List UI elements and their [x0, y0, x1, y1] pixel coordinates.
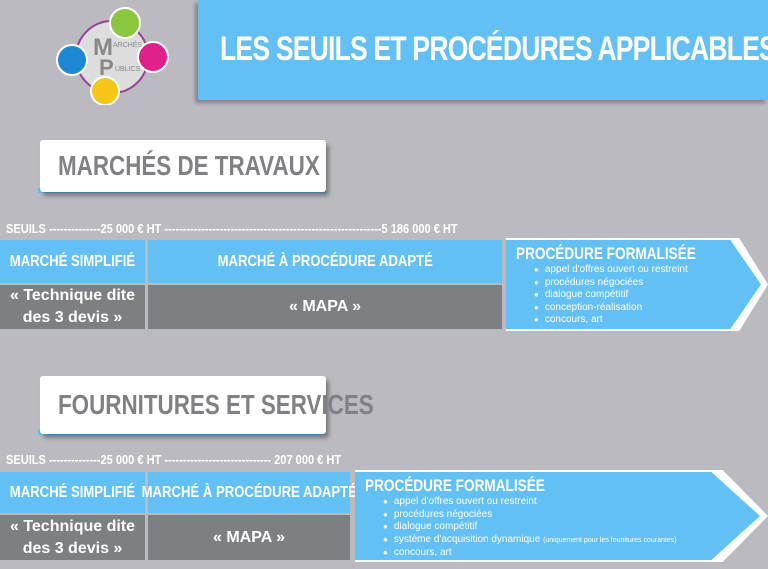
- list-item: concours, art: [383, 547, 677, 560]
- svg-text:P: P: [99, 55, 114, 80]
- formal-list: appel d'offres ouvert ou restreint procé…: [383, 496, 677, 560]
- header-banner: LES SEUILS ET PROCÉDURES APPLICABLES: [198, 0, 768, 100]
- col-simplifie-body: « Technique dite des 3 devis »: [0, 515, 145, 560]
- procedure-formalisee-arrow: PROCÉDURE FORMALISÉE appel d'offres ouve…: [355, 472, 760, 560]
- seuils-line: SEUILS --------------25 000 € HT -------…: [6, 221, 458, 236]
- col-simplifie-title: MARCHÉ SIMPLIFIÉ: [0, 240, 145, 283]
- section-header-travaux: MARCHÉS DE TRAVAUX: [40, 140, 326, 192]
- formal-title: PROCÉDURE FORMALISÉE: [365, 476, 545, 495]
- section-title: MARCHÉS DE TRAVAUX: [58, 150, 320, 181]
- col-mapa-body: « MAPA »: [148, 515, 350, 560]
- col-simplifie-body: « Technique dite des 3 devis »: [0, 285, 145, 329]
- col-mapa-title: MARCHÉ À PROCÉDURE ADAPTÉ: [148, 240, 502, 283]
- seuils-line: SEUILS --------------25 000 € HT -------…: [6, 452, 342, 467]
- list-item: concours, art: [534, 314, 688, 327]
- svg-text:ARCHÉS: ARCHÉS: [113, 40, 143, 49]
- logo: M ARCHÉS P UBLICS: [55, 5, 170, 106]
- list-item: procédures négociées: [534, 277, 688, 290]
- formal-title: PROCÉDURE FORMALISÉE: [516, 244, 696, 263]
- list-item: appel d'offres ouvert ou restreint: [534, 264, 688, 277]
- page-title: LES SEUILS ET PROCÉDURES APPLICABLES: [220, 30, 768, 68]
- section-title: FOURNITURES ET SERVICES: [58, 389, 374, 420]
- list-item: dialogue compétitif: [383, 521, 677, 534]
- svg-text:UBLICS: UBLICS: [115, 66, 141, 73]
- svg-text:M: M: [93, 34, 113, 61]
- col-mapa-title: MARCHÉ À PROCÉDURE ADAPTÉ: [141, 472, 357, 513]
- section-header-fournitures: FOURNITURES ET SERVICES: [40, 376, 374, 434]
- list-item: dialogue compétitif: [534, 289, 688, 302]
- list-item: conception-réalisation: [534, 302, 688, 315]
- formal-list: appel d'offres ouvert ou restreint procé…: [534, 264, 688, 327]
- list-item: système d'acquisition dynamique (uniquem…: [383, 534, 677, 548]
- list-item: appel d'offres ouvert ou restreint: [383, 496, 677, 509]
- col-simplifie-title: MARCHÉ SIMPLIFIÉ: [0, 472, 145, 513]
- marches-publics-logo: M ARCHÉS P UBLICS: [56, 7, 169, 106]
- formal-note: (uniquement pour les founitures courante…: [543, 536, 677, 544]
- list-item: procédures négociées: [383, 509, 677, 522]
- procedure-formalisee-arrow: PROCÉDURE FORMALISÉE appel d'offres ouve…: [506, 240, 761, 329]
- col-mapa-body: « MAPA »: [148, 285, 502, 329]
